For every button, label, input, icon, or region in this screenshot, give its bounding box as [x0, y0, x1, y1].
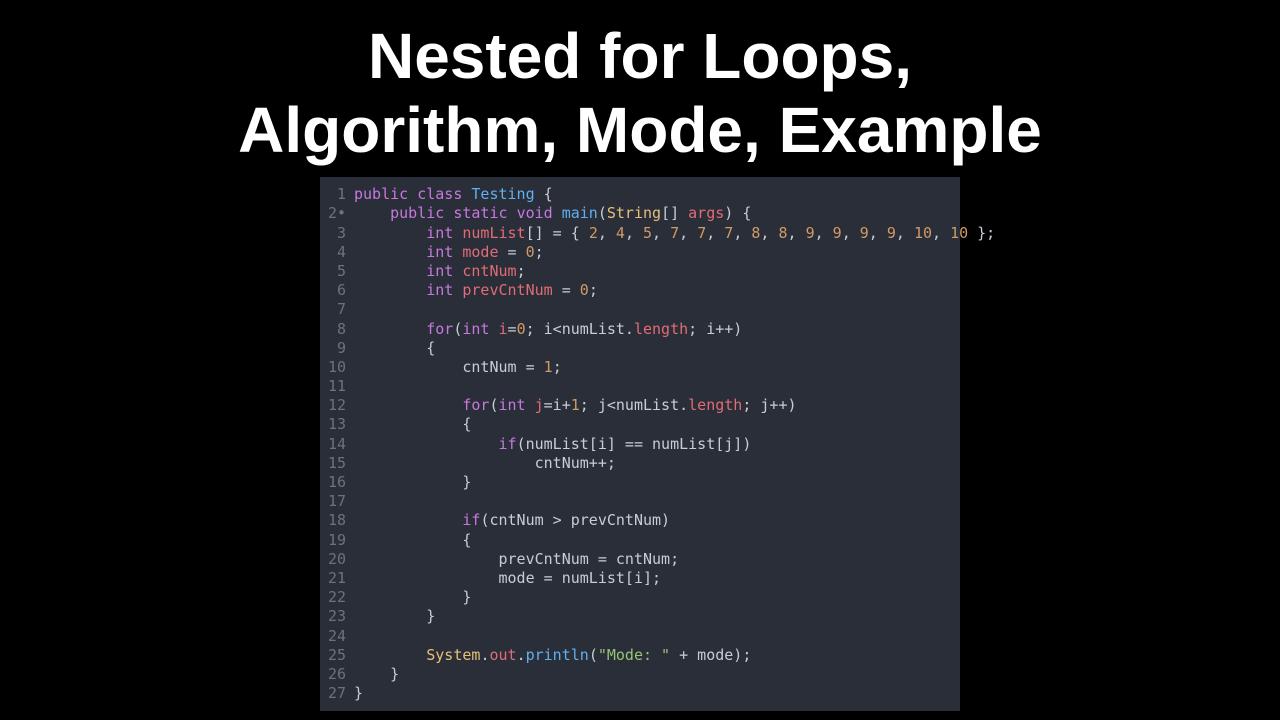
line-number: 12: [320, 396, 354, 415]
code-line: 19 {: [320, 531, 960, 550]
code-line: 10 cntNum = 1;: [320, 358, 960, 377]
code-line: 13 {: [320, 415, 960, 434]
code-editor: 1public class Testing {2• public static …: [320, 177, 960, 711]
code-content: {: [354, 415, 960, 434]
code-line: 17: [320, 492, 960, 511]
line-number: 1: [320, 185, 354, 204]
code-content: }: [354, 588, 960, 607]
code-content: prevCntNum = cntNum;: [354, 550, 960, 569]
code-line: 14 if(numList[i] == numList[j]): [320, 435, 960, 454]
code-line: 9 {: [320, 339, 960, 358]
code-content: cntNum++;: [354, 454, 960, 473]
line-number: 22: [320, 588, 354, 607]
code-line: 2• public static void main(String[] args…: [320, 204, 960, 223]
line-number: 18: [320, 511, 354, 530]
code-content: [354, 300, 960, 319]
line-number: 2•: [320, 204, 354, 223]
line-number: 9: [320, 339, 354, 358]
code-content: if(cntNum > prevCntNum): [354, 511, 960, 530]
line-number: 25: [320, 646, 354, 665]
line-number: 17: [320, 492, 354, 511]
code-line: 5 int cntNum;: [320, 262, 960, 281]
code-content: for(int j=i+1; j<numList.length; j++): [354, 396, 960, 415]
line-number: 26: [320, 665, 354, 684]
line-number: 14: [320, 435, 354, 454]
code-content: cntNum = 1;: [354, 358, 960, 377]
code-line: 25 System.out.println("Mode: " + mode);: [320, 646, 960, 665]
code-line: 12 for(int j=i+1; j<numList.length; j++): [320, 396, 960, 415]
code-line: 1public class Testing {: [320, 185, 960, 204]
code-line: 26 }: [320, 665, 960, 684]
code-content: {: [354, 339, 960, 358]
code-content: public static void main(String[] args) {: [354, 204, 960, 223]
code-line: 16 }: [320, 473, 960, 492]
code-content: [354, 627, 960, 646]
line-number: 4: [320, 243, 354, 262]
title-line-2: Algorithm, Mode, Example: [0, 94, 1280, 168]
code-content: mode = numList[i];: [354, 569, 960, 588]
code-line: 6 int prevCntNum = 0;: [320, 281, 960, 300]
code-line: 18 if(cntNum > prevCntNum): [320, 511, 960, 530]
code-content: [354, 492, 960, 511]
title-line-1: Nested for Loops,: [0, 20, 1280, 94]
line-number: 16: [320, 473, 354, 492]
code-content: if(numList[i] == numList[j]): [354, 435, 960, 454]
line-number: 5: [320, 262, 354, 281]
line-number: 20: [320, 550, 354, 569]
code-content: }: [354, 684, 960, 703]
line-number: 27: [320, 684, 354, 703]
code-line: 22 }: [320, 588, 960, 607]
slide-title: Nested for Loops, Algorithm, Mode, Examp…: [0, 0, 1280, 177]
code-content: {: [354, 531, 960, 550]
line-number: 10: [320, 358, 354, 377]
code-line: 8 for(int i=0; i<numList.length; i++): [320, 320, 960, 339]
code-content: public class Testing {: [354, 185, 960, 204]
line-number: 23: [320, 607, 354, 626]
line-number: 15: [320, 454, 354, 473]
code-line: 15 cntNum++;: [320, 454, 960, 473]
line-number: 13: [320, 415, 354, 434]
code-line: 11: [320, 377, 960, 396]
line-number: 19: [320, 531, 354, 550]
code-line: 23 }: [320, 607, 960, 626]
line-number: 7: [320, 300, 354, 319]
line-number: 8: [320, 320, 354, 339]
code-content: int prevCntNum = 0;: [354, 281, 960, 300]
line-number: 24: [320, 627, 354, 646]
line-number: 21: [320, 569, 354, 588]
code-line: 3 int numList[] = { 2, 4, 5, 7, 7, 7, 8,…: [320, 224, 960, 243]
code-content: int mode = 0;: [354, 243, 960, 262]
code-content: for(int i=0; i<numList.length; i++): [354, 320, 960, 339]
code-content: int cntNum;: [354, 262, 960, 281]
code-line: 27}: [320, 684, 960, 703]
code-content: System.out.println("Mode: " + mode);: [354, 646, 960, 665]
code-line: 24: [320, 627, 960, 646]
code-content: [354, 377, 960, 396]
line-number: 6: [320, 281, 354, 300]
code-content: }: [354, 607, 960, 626]
line-number: 3: [320, 224, 354, 243]
code-content: }: [354, 473, 960, 492]
code-content: }: [354, 665, 960, 684]
line-number: 11: [320, 377, 354, 396]
code-line: 20 prevCntNum = cntNum;: [320, 550, 960, 569]
code-content: int numList[] = { 2, 4, 5, 7, 7, 7, 8, 8…: [354, 224, 995, 243]
code-line: 7: [320, 300, 960, 319]
code-line: 4 int mode = 0;: [320, 243, 960, 262]
code-line: 21 mode = numList[i];: [320, 569, 960, 588]
